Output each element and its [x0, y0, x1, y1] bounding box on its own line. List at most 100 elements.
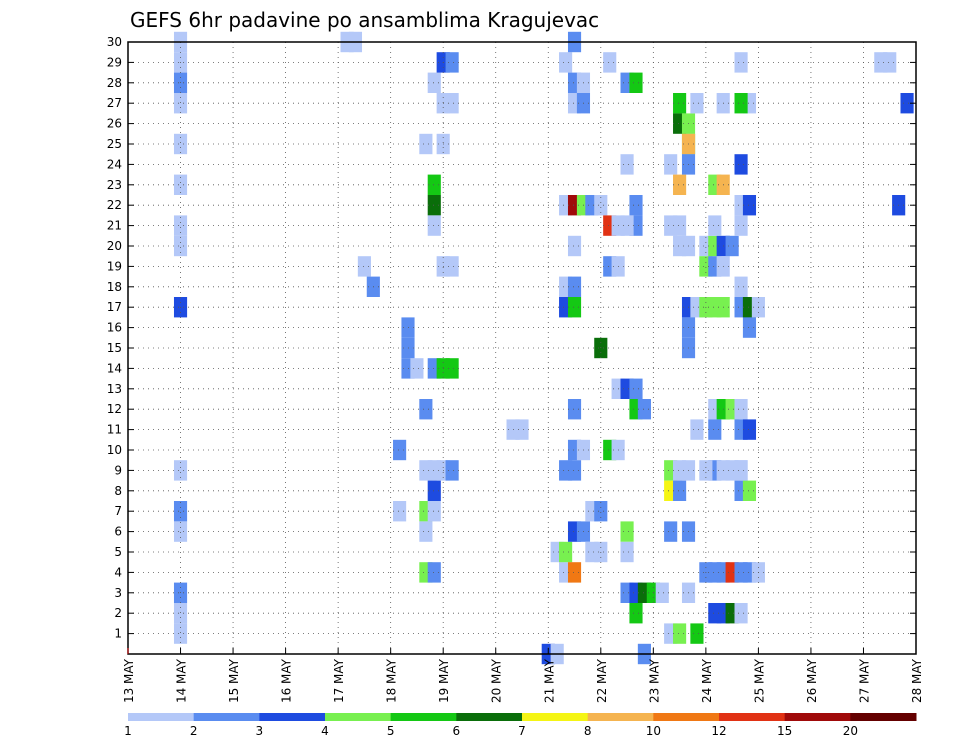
y-tick-label: 17: [107, 300, 122, 314]
y-tick-label: 22: [107, 198, 122, 212]
precip-cell: [734, 399, 748, 420]
precip-cell: [173, 521, 188, 542]
precip-cell: [173, 174, 188, 195]
precip-cell: [567, 399, 582, 420]
precip-cell: [427, 562, 441, 583]
precip-cell: [567, 562, 582, 583]
x-tick-label: 26 MAY: [805, 658, 819, 703]
y-tick-label: 2: [114, 606, 122, 620]
precip-cell: [742, 317, 757, 338]
precip-cell: [419, 399, 433, 420]
precip-cell: [567, 235, 582, 257]
y-tick-label: 10: [107, 443, 122, 457]
colorbar-swatch: [784, 713, 851, 721]
x-tick-label: 16 MAY: [280, 658, 294, 703]
precip-cell: [445, 52, 459, 73]
precip-cell: [620, 521, 634, 542]
precip-cell: [427, 501, 441, 522]
colorbar-label: 5: [387, 724, 395, 738]
colorbar-label: 6: [453, 724, 461, 738]
precip-cell: [734, 276, 748, 297]
precip-cell: [559, 541, 573, 563]
x-tick-label: 21 MAY: [542, 658, 556, 703]
x-tick-label: 17 MAY: [332, 658, 346, 703]
precip-cell: [393, 501, 407, 522]
precip-cell: [419, 521, 433, 542]
precip-cell: [173, 460, 188, 481]
colorbar-label: 3: [256, 724, 264, 738]
y-tick-label: 28: [107, 76, 122, 90]
precip-cell: [594, 195, 608, 216]
precip-cell: [173, 501, 188, 522]
colorbar-label: 2: [190, 724, 198, 738]
y-tick-label: 11: [107, 423, 122, 437]
y-tick-label: 1: [114, 627, 122, 641]
precip-cell: [900, 93, 914, 114]
precip-cell: [173, 623, 188, 644]
x-axis-ticks: 13 MAY 14 MAY 15 MAY 16 MAY 17 MAY 18 MAY 19 M…: [122, 648, 924, 703]
colorbar-swatch: [719, 713, 786, 721]
x-tick-label: 24 MAY: [700, 658, 714, 703]
precip-cell: [673, 215, 687, 236]
precip-cell: [427, 480, 441, 501]
precip-cell: [567, 276, 582, 297]
precip-cell: [620, 154, 634, 175]
y-tick-label: 9: [114, 463, 122, 477]
colorbar-label: 12: [711, 724, 726, 738]
precip-cell: [173, 603, 188, 624]
precip-cell: [427, 215, 441, 236]
precip-cell: [515, 419, 529, 440]
precip-cell: [664, 521, 678, 542]
precip-cell: [734, 460, 748, 481]
colorbar-label: 20: [843, 724, 858, 738]
precip-cell: [594, 501, 608, 522]
y-tick-label: 8: [114, 484, 122, 498]
x-tick-label: 15 MAY: [227, 658, 241, 703]
precip-cell: [734, 603, 748, 624]
y-tick-label: 7: [114, 504, 122, 518]
precip-cell: [725, 235, 739, 257]
x-tick-label: 25 MAY: [752, 658, 766, 703]
precip-cell: [673, 623, 687, 644]
y-tick-label: 27: [107, 96, 122, 110]
precip-cell: [419, 133, 433, 155]
colorbar-swatch: [653, 713, 720, 721]
colorbar-swatch: [390, 713, 457, 721]
y-tick-label: 26: [107, 117, 122, 131]
colorbar-label: 4: [321, 724, 329, 738]
y-tick-label: 13: [107, 382, 122, 396]
colorbar-label: 1: [124, 724, 132, 738]
colorbar-swatch: [587, 713, 654, 721]
precip-cell: [734, 93, 748, 114]
x-tick-label: 28 MAY: [910, 658, 924, 703]
precip-cell: [664, 154, 678, 175]
colorbar-label: 8: [584, 724, 592, 738]
precip-cell: [734, 52, 748, 73]
precip-cell: [445, 93, 459, 114]
precip-cell: [427, 195, 441, 216]
colorbar-swatch: [850, 713, 917, 721]
precip-cell: [883, 52, 897, 73]
precip-cell: [637, 399, 651, 420]
colorbar-swatch: [193, 713, 260, 721]
precip-cell: [173, 93, 188, 114]
precip-cell: [690, 93, 704, 114]
x-tick-label: 23 MAY: [647, 658, 661, 703]
colorbar-swatch: [522, 713, 589, 721]
y-tick-label: 29: [107, 55, 122, 69]
y-tick-label: 24: [107, 157, 122, 171]
y-tick-label: 23: [107, 178, 122, 192]
precip-cell: [708, 215, 722, 236]
precip-cell: [357, 256, 371, 277]
y-tick-label: 14: [107, 361, 122, 375]
colorbar-swatch: [128, 713, 195, 721]
precip-cell: [393, 439, 407, 461]
y-tick-label: 25: [107, 137, 122, 151]
y-tick-label: 19: [107, 259, 122, 273]
precip-cell: [690, 623, 704, 644]
precip-cell: [629, 378, 643, 399]
precip-cell: [620, 541, 634, 563]
y-tick-label: 15: [107, 341, 122, 355]
y-tick-label: 5: [114, 545, 122, 559]
y-tick-label: 12: [107, 402, 122, 416]
